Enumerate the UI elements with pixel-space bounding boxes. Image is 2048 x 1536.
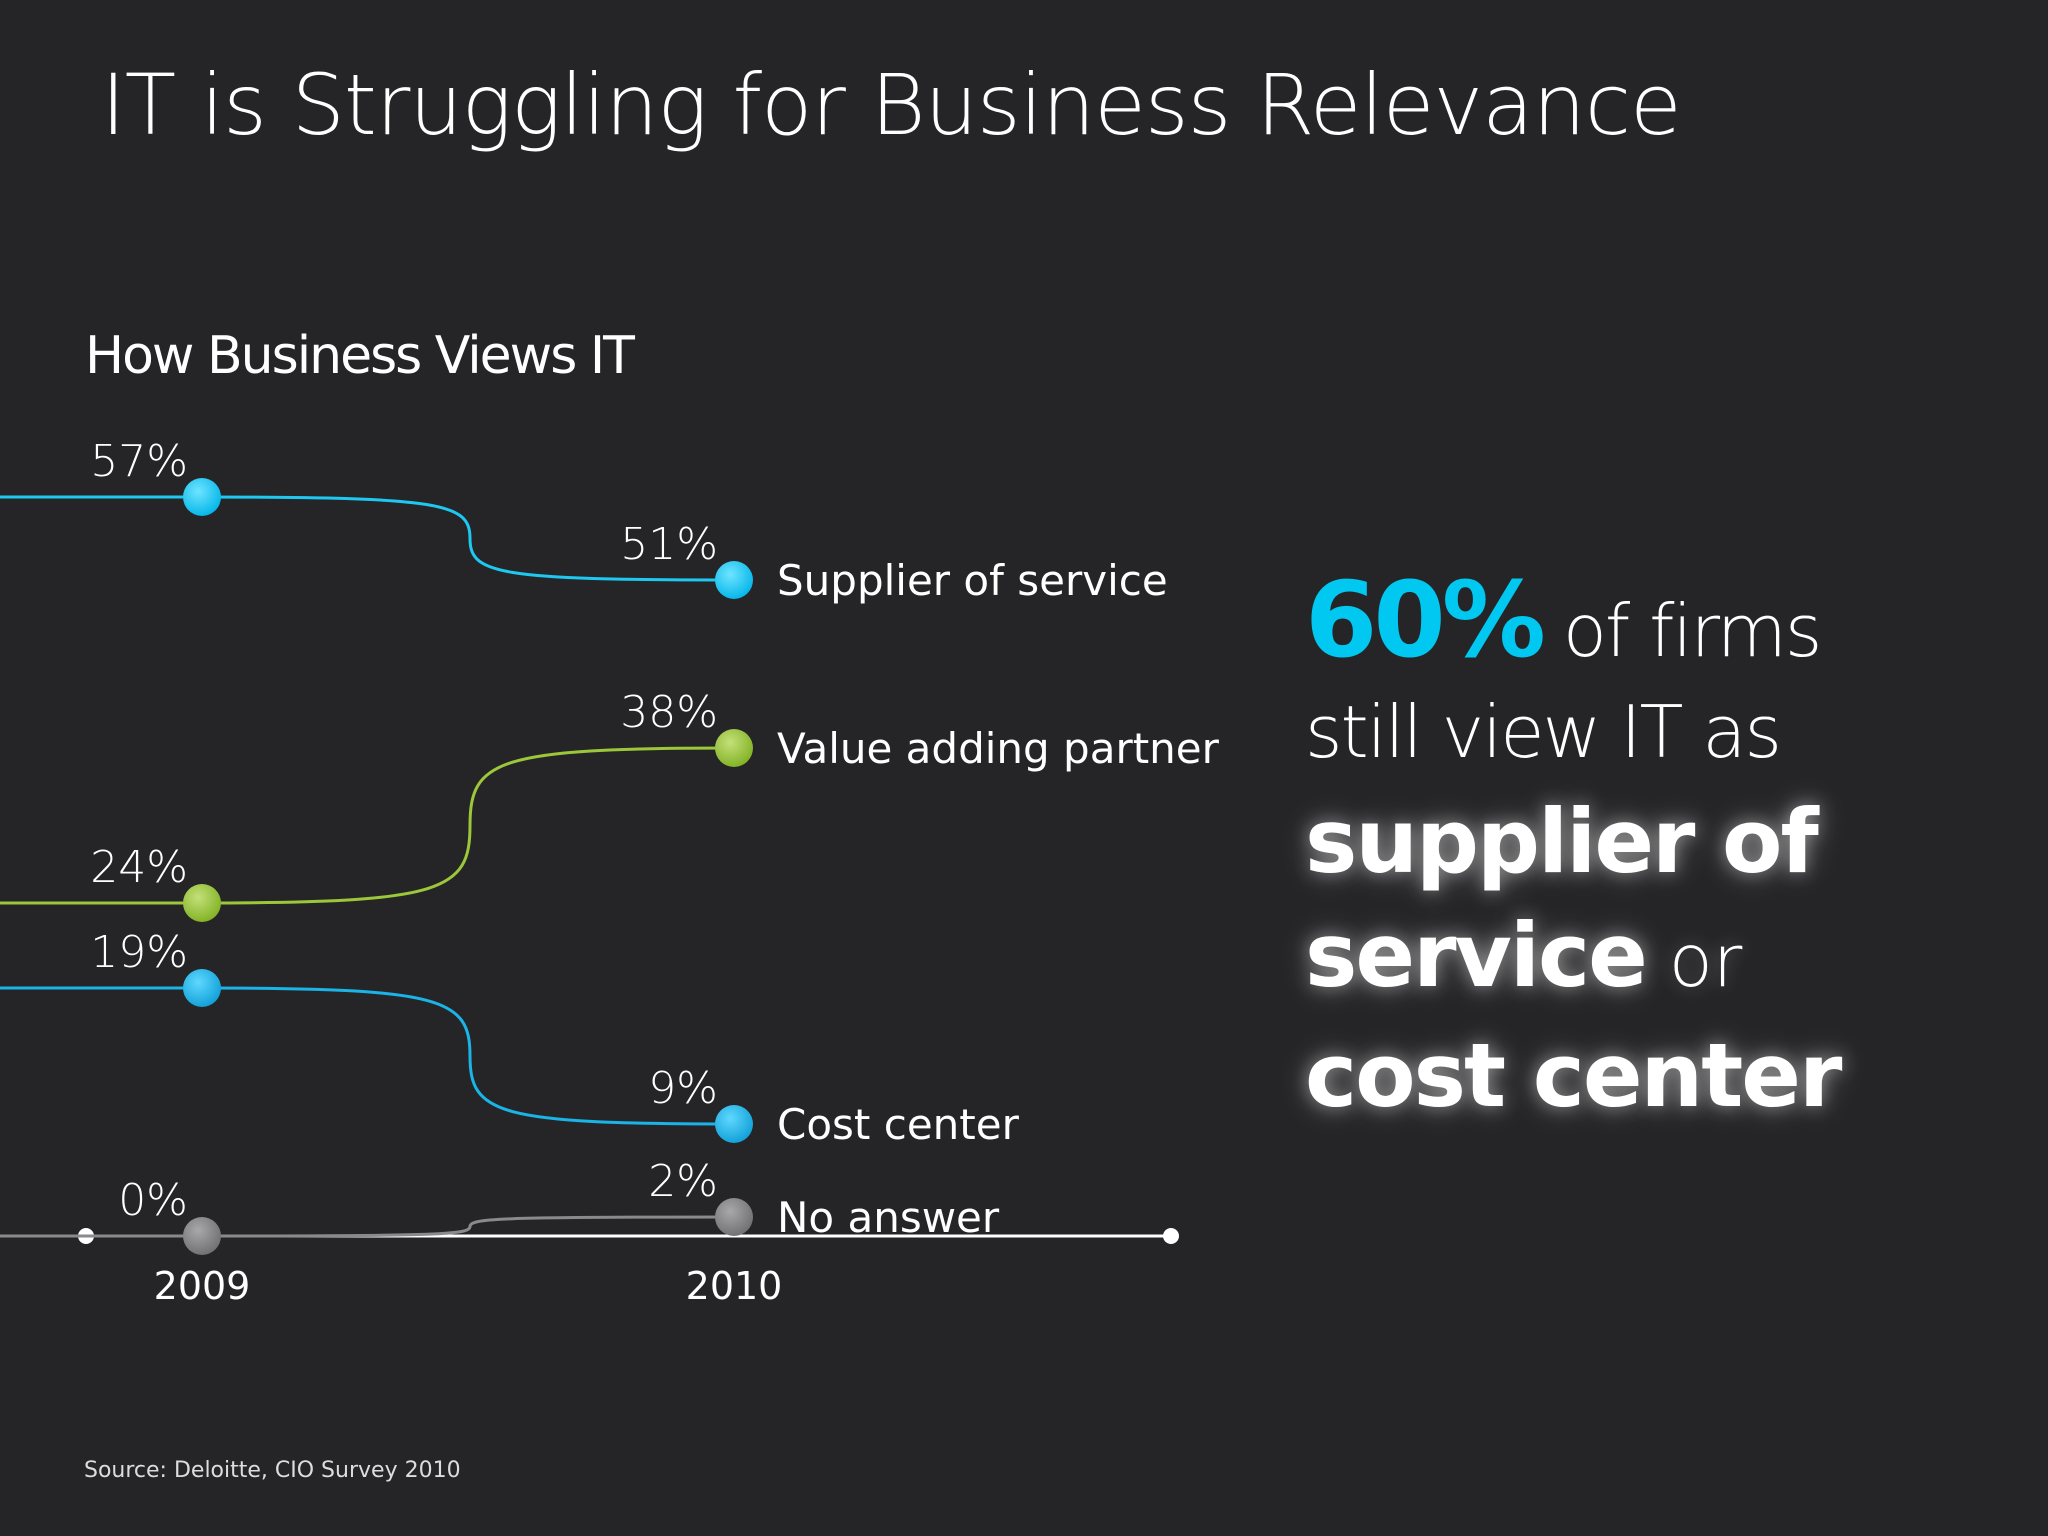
axis-end-dot — [1163, 1228, 1179, 1244]
series-line — [201, 1215, 735, 1238]
data-label: 19% — [90, 927, 188, 978]
data-label: 51% — [620, 519, 718, 570]
series-line — [201, 495, 735, 582]
data-point — [715, 1105, 753, 1143]
data-label: 9% — [648, 1063, 718, 1114]
source-note: Source: Deloitte, CIO Survey 2010 — [84, 1458, 461, 1483]
slide-title: IT is Struggling for Business Relevance — [101, 56, 1682, 154]
data-point — [183, 884, 221, 922]
data-point — [183, 1217, 221, 1255]
chart-title: How Business Views IT — [85, 326, 635, 386]
callout-bold-2: service — [1305, 904, 1648, 1007]
series-label: Value adding partner — [777, 724, 1220, 773]
data-point — [183, 478, 221, 516]
x-tick-label: 2009 — [154, 1264, 251, 1308]
series-label: No answer — [777, 1193, 1000, 1242]
data-label: 57% — [90, 436, 188, 487]
data-label: 0% — [118, 1175, 188, 1226]
data-point — [715, 561, 753, 599]
callout-highlight: 60% — [1305, 559, 1546, 681]
series-line — [201, 746, 735, 905]
x-tick-label: 2010 — [686, 1264, 783, 1308]
data-label: 2% — [648, 1156, 718, 1207]
data-point — [715, 1198, 753, 1236]
series-label: Cost center — [777, 1100, 1020, 1149]
data-label: 24% — [90, 842, 188, 893]
data-point — [183, 969, 221, 1007]
callout-text-2: still view IT as — [1305, 690, 1782, 774]
data-label: 38% — [620, 687, 718, 738]
callout-text-3: or — [1645, 919, 1743, 1003]
series-label: Supplier of service — [777, 556, 1168, 605]
series-line — [201, 986, 735, 1126]
callout-bold-1: supplier of — [1305, 790, 1819, 893]
data-point — [715, 729, 753, 767]
callout-bold-3: cost center — [1305, 1024, 1842, 1127]
callout: 60% of firms still view IT as supplier o… — [1305, 568, 2005, 1120]
callout-text-1: of firms — [1541, 589, 1823, 673]
